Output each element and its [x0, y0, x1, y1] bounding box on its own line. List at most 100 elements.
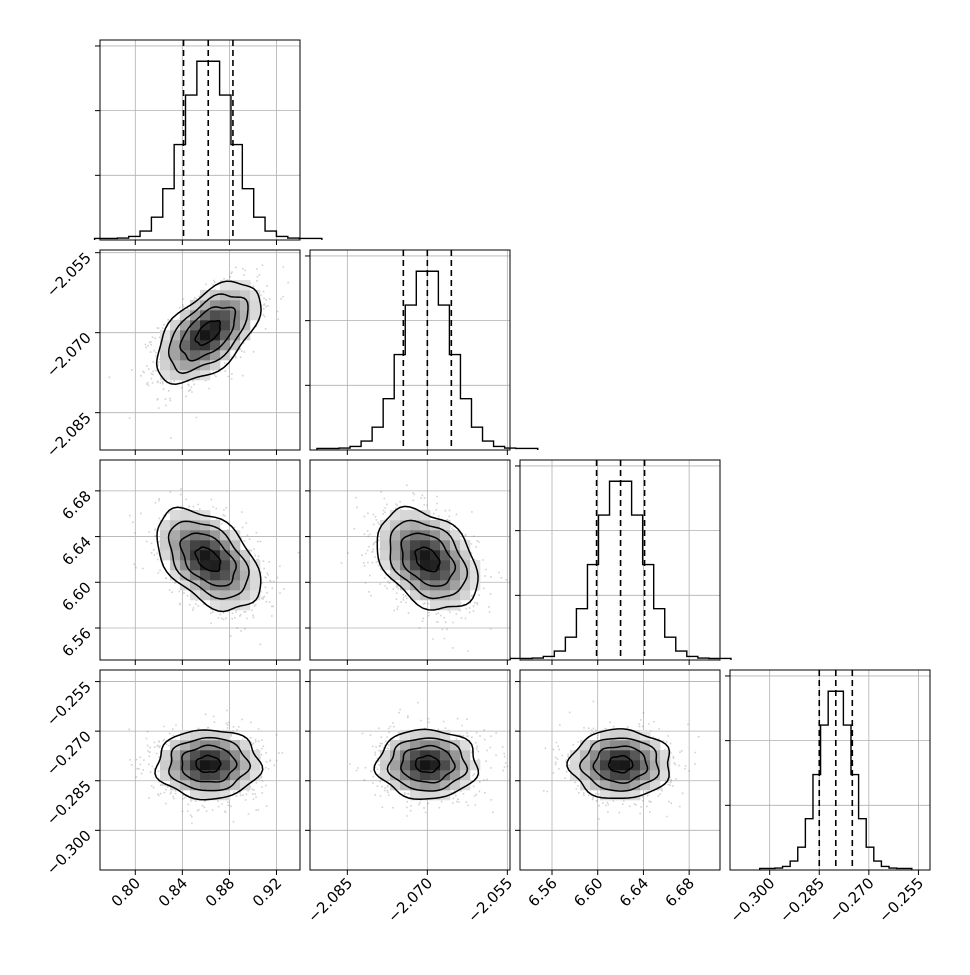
density-cell	[190, 770, 201, 781]
density-cell	[190, 310, 201, 321]
density-cell	[400, 570, 411, 581]
density-cell	[420, 750, 431, 761]
density-cell	[610, 790, 621, 801]
density-cell	[240, 740, 251, 751]
density-cell	[240, 560, 251, 571]
density-cell	[390, 550, 401, 561]
density-cell	[250, 770, 261, 781]
density-cell	[230, 570, 241, 581]
density-cell	[200, 550, 211, 561]
density-cell	[450, 770, 461, 781]
density-cell	[230, 580, 241, 591]
density-cells	[380, 510, 481, 611]
density-cell	[390, 770, 401, 781]
contour-level-1	[179, 306, 237, 362]
density-cell	[430, 530, 441, 541]
density-cell	[230, 560, 241, 571]
density-cell	[180, 750, 191, 761]
density-cell	[390, 740, 401, 751]
density-cell	[210, 750, 221, 761]
density-cell	[620, 790, 631, 801]
density-cell	[640, 780, 651, 791]
density-cell	[180, 580, 191, 591]
density-cell	[380, 770, 391, 781]
density-cell	[630, 790, 641, 801]
x-tick-label: −2.085	[304, 874, 356, 926]
pair-content	[129, 488, 300, 646]
density-cell	[220, 780, 231, 791]
density-cell	[410, 790, 421, 801]
density-cell	[240, 770, 251, 781]
density-cell	[440, 740, 451, 751]
density-cell	[460, 750, 471, 761]
density-cell	[450, 580, 461, 591]
density-cell	[660, 750, 671, 761]
density-cell	[240, 750, 251, 761]
density-cell	[410, 740, 421, 751]
contour-level-0	[607, 754, 634, 774]
density-cell	[170, 510, 181, 521]
density-cell	[610, 730, 621, 741]
density-cells	[570, 730, 671, 801]
panel-frame	[519, 459, 721, 661]
y-tick-label: 6.68	[58, 487, 94, 523]
contour-level-0	[194, 546, 222, 573]
x-tick-label: 6.64	[616, 874, 652, 910]
density-cell	[230, 340, 241, 351]
contour-level-0	[414, 546, 441, 573]
density-cell	[630, 730, 641, 741]
density-cell	[430, 590, 441, 601]
density-cell	[210, 590, 221, 601]
density-cell	[590, 780, 601, 791]
density-cell	[180, 730, 191, 741]
density-cell	[170, 760, 181, 771]
density-cell	[460, 740, 471, 751]
density-cell	[640, 740, 651, 751]
density-cell	[160, 360, 171, 371]
density-cell	[190, 350, 201, 361]
contour-level-2	[167, 293, 249, 375]
pair-panel-3-2	[519, 669, 721, 871]
density-cell	[160, 370, 171, 381]
density-cell	[620, 730, 631, 741]
density-cell	[200, 290, 211, 301]
density-cell	[220, 570, 231, 581]
density-cell	[190, 790, 201, 801]
density-cell	[410, 590, 421, 601]
density-cell	[160, 760, 171, 771]
pair-content	[128, 709, 284, 825]
pair-panel-2-1	[309, 459, 511, 661]
density-cell	[200, 750, 211, 761]
density-cell	[600, 740, 611, 751]
density-cell	[460, 540, 471, 551]
density-cell	[190, 760, 201, 771]
density-cell	[220, 560, 231, 571]
panel-frame	[309, 669, 511, 871]
panel-bg	[100, 40, 300, 240]
density-cell	[210, 600, 221, 611]
density-cell	[210, 740, 221, 751]
density-cell	[420, 730, 431, 741]
density-cell	[580, 770, 591, 781]
density-cell	[190, 520, 201, 531]
density-cell	[210, 570, 221, 581]
density-cell	[230, 320, 241, 331]
density-cell	[440, 540, 451, 551]
density-cell	[650, 780, 661, 791]
density-cell	[160, 770, 171, 781]
density-cell	[620, 750, 631, 761]
density-cell	[220, 600, 231, 611]
density-cell	[610, 760, 621, 771]
x-tick-label: −0.270	[826, 874, 878, 926]
density-cell	[630, 760, 641, 771]
contour-level-0	[194, 320, 221, 347]
density-cell	[170, 320, 181, 331]
density-cell	[180, 310, 191, 321]
density-cell	[400, 540, 411, 551]
y-tick-label: −0.270	[43, 727, 95, 779]
density-cell	[400, 760, 411, 771]
panel-frame	[309, 249, 511, 451]
density-cell	[250, 580, 261, 591]
density-cell	[400, 530, 411, 541]
